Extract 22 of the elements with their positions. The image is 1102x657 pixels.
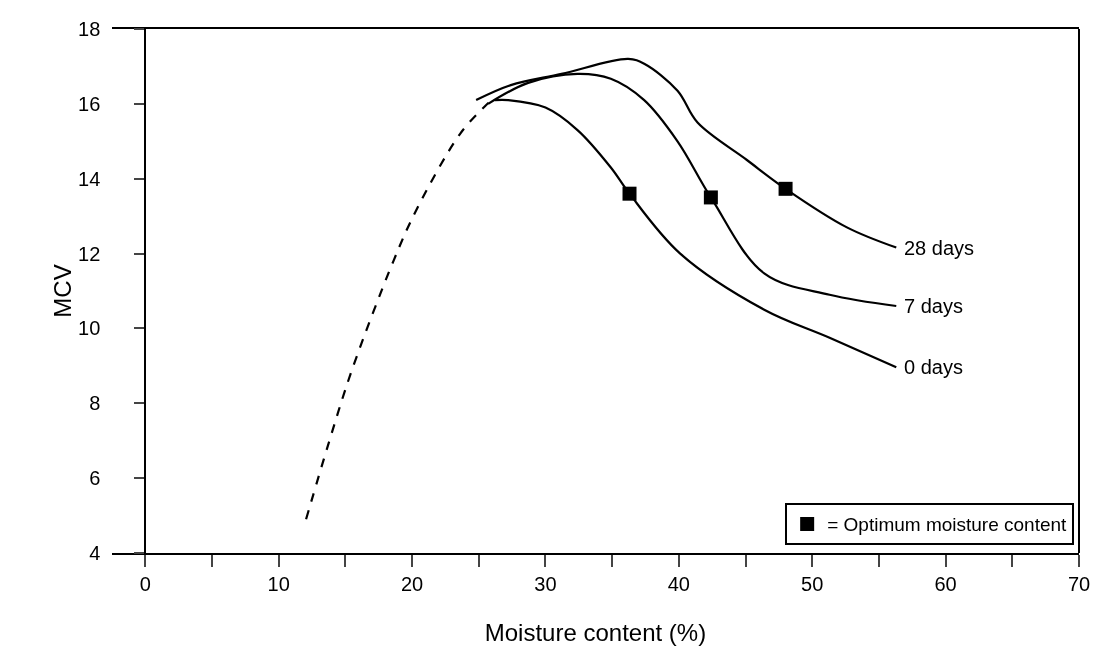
y-tick-label: 18 [78, 18, 101, 40]
x-tick-label: 30 [534, 573, 557, 595]
legend-label: = Optimum moisture content [827, 514, 1068, 536]
y-tick-label: 12 [78, 242, 101, 265]
x-tick-label: 0 [139, 573, 151, 595]
x-tick-label: 60 [934, 573, 957, 595]
x-tick-label: 40 [667, 573, 690, 595]
x-axis-title: Moisture content (%) [484, 618, 707, 646]
y-tick-label: 14 [78, 167, 101, 190]
x-tick-label: 70 [1067, 573, 1091, 595]
series-label: 0 days [904, 356, 963, 378]
y-axis-title: MCV [49, 264, 77, 318]
series-label: 28 days [904, 237, 975, 259]
y-tick-label: 6 [89, 467, 101, 490]
x-tick-label: 10 [267, 573, 290, 595]
series-label: 7 days [904, 295, 963, 317]
x-tick-label: 20 [400, 573, 424, 595]
y-tick-label: 10 [78, 317, 101, 340]
x-tick-label: 50 [801, 573, 824, 595]
y-tick-label: 8 [89, 392, 101, 415]
y-tick-label: 4 [89, 542, 101, 564]
y-tick-label: 16 [78, 92, 101, 115]
